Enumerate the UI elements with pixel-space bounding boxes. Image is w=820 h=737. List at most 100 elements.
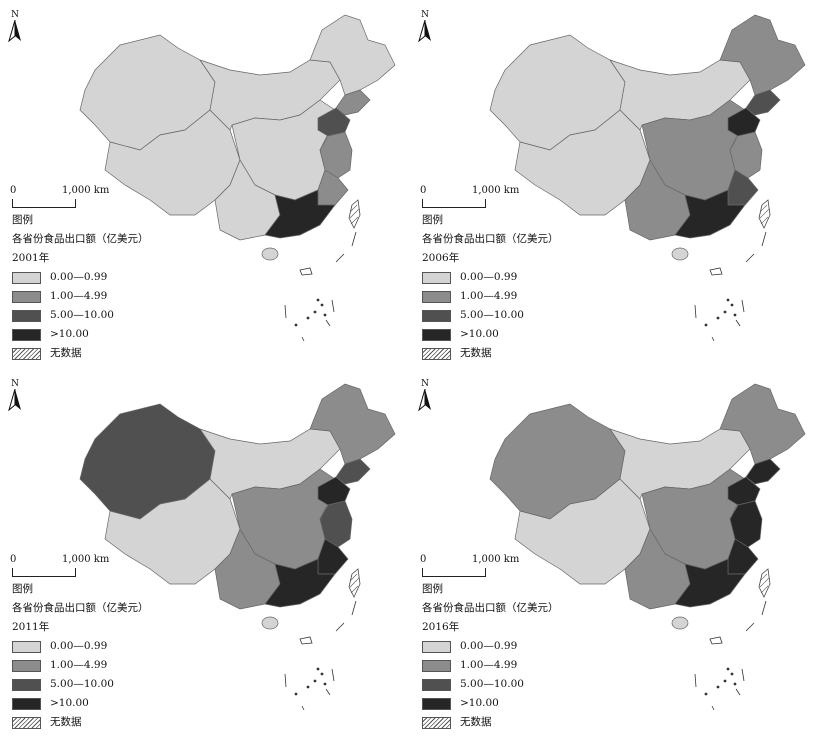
- legend-subtitle: 各省份食品出口额（亿美元）: [422, 602, 559, 614]
- china-map: [79, 383, 396, 711]
- china-map: [79, 14, 396, 342]
- north-arrow: N: [418, 379, 432, 414]
- legend-row: 0.00—0.99: [12, 271, 149, 284]
- scale-zero: 0: [10, 554, 17, 565]
- region-guangdong: [674, 558, 746, 608]
- legend-row: 1.00—4.99: [12, 290, 149, 303]
- region-hainan: [261, 616, 279, 630]
- region-liaoning: [335, 89, 371, 116]
- legend-row: 1.00—4.99: [422, 659, 559, 672]
- north-label: N: [421, 379, 429, 389]
- region-guangdong: [264, 558, 336, 608]
- north-arrow: N: [8, 10, 22, 45]
- legend-swatch: [12, 659, 41, 672]
- south-sea-islands: [694, 600, 767, 711]
- legend-swatch: [12, 290, 41, 303]
- china-map: [489, 14, 806, 342]
- scale-distance: 1,000 km: [472, 554, 520, 565]
- north-arrow-icon: [8, 388, 21, 412]
- legend-year: 2016年: [422, 621, 460, 633]
- legend-swatch: [12, 271, 41, 284]
- region-liaoning: [335, 458, 371, 485]
- region-liaoning: [745, 89, 781, 116]
- legend-swatch: [422, 309, 451, 322]
- legend-swatch: [12, 697, 41, 710]
- legend-title: 图例: [422, 214, 443, 226]
- legend-subtitle: 各省份食品出口额（亿美元）: [12, 602, 149, 614]
- legend-year: 2011年: [12, 621, 50, 633]
- legend-title: 图例: [12, 583, 33, 595]
- legend-swatch: [12, 640, 41, 653]
- north-arrow-icon: [418, 388, 431, 412]
- north-arrow: N: [8, 379, 22, 414]
- legend-row: 5.00—10.00: [12, 678, 149, 691]
- region-jiangsu: [729, 131, 763, 179]
- china-map: [489, 383, 806, 711]
- region-hainan: [261, 247, 279, 261]
- map-panel-3: N 0 1,000 km 图例 各省份食品出口额（亿美元） 2011年 0.00…: [0, 369, 410, 737]
- legend-swatch: [12, 328, 41, 341]
- region-northeast: [309, 14, 396, 96]
- map-panel-2: N 0 1,000 km 图例 各省份食品出口额（亿美元） 2006年 0.00…: [410, 0, 820, 368]
- legend-row: >10.00: [12, 328, 149, 341]
- south-sea-islands: [694, 231, 767, 342]
- legend-title: 图例: [12, 214, 33, 226]
- region-taiwan: [348, 568, 361, 598]
- legend-row: 1.00—4.99: [422, 290, 559, 303]
- taiwan-hatch: [349, 573, 360, 594]
- scale-distance: 1,000 km: [472, 185, 520, 196]
- region-guangdong: [674, 189, 746, 239]
- region-guangdong: [264, 189, 336, 239]
- legend: 图例 各省份食品出口额（亿美元） 2001年 0.00—0.99 1.00—4.…: [12, 214, 149, 366]
- legend-row: 无数据: [422, 716, 559, 729]
- taiwan-hatch: [759, 573, 770, 594]
- legend-swatch: [12, 678, 41, 691]
- legend-row: 5.00—10.00: [422, 678, 559, 691]
- legend-swatch: [422, 290, 451, 303]
- scale-zero: 0: [10, 185, 17, 196]
- scale-zero: 0: [420, 185, 427, 196]
- north-label: N: [421, 10, 429, 20]
- legend-year: 2006年: [422, 252, 460, 264]
- legend: 图例 各省份食品出口额（亿美元） 2011年 0.00—0.99 1.00—4.…: [12, 583, 149, 735]
- legend-swatch-nodata: [422, 347, 451, 360]
- scale-bar: 0 1,000 km: [10, 554, 109, 577]
- north-arrow-icon: [8, 19, 21, 43]
- scale-distance: 1,000 km: [62, 554, 110, 565]
- legend-row: 0.00—0.99: [422, 271, 559, 284]
- map-panel-4: N 0 1,000 km 图例 各省份食品出口额（亿美元） 2016年 0.00…: [410, 369, 820, 737]
- legend: 图例 各省份食品出口额（亿美元） 2016年 0.00—0.99 1.00—4.…: [422, 583, 559, 735]
- region-hainan: [671, 247, 689, 261]
- taiwan-hatch: [349, 204, 360, 225]
- scale-bar: 0 1,000 km: [10, 185, 109, 208]
- legend-row: >10.00: [422, 697, 559, 710]
- region-liaoning: [745, 458, 781, 485]
- legend-swatch: [12, 309, 41, 322]
- legend-swatch-nodata: [12, 716, 41, 729]
- region-jiangsu: [319, 500, 353, 548]
- scale-bar: 0 1,000 km: [420, 554, 519, 577]
- legend-subtitle: 各省份食品出口额（亿美元）: [422, 233, 559, 245]
- legend-swatch: [422, 697, 451, 710]
- legend-row: 0.00—0.99: [422, 640, 559, 653]
- scale-distance: 1,000 km: [62, 185, 110, 196]
- legend-swatch: [422, 328, 451, 341]
- legend-subtitle: 各省份食品出口额（亿美元）: [12, 233, 149, 245]
- legend-swatch: [422, 678, 451, 691]
- legend-swatch: [422, 640, 451, 653]
- south-sea-islands: [284, 231, 357, 342]
- legend-swatch: [422, 271, 451, 284]
- region-taiwan: [758, 568, 771, 598]
- legend-swatch-nodata: [422, 716, 451, 729]
- legend-row: 0.00—0.99: [12, 640, 149, 653]
- north-label: N: [11, 379, 19, 389]
- north-arrow: N: [418, 10, 432, 45]
- scale-bar: 0 1,000 km: [420, 185, 519, 208]
- legend-title: 图例: [422, 583, 443, 595]
- region-hainan: [671, 616, 689, 630]
- region-taiwan: [758, 199, 771, 229]
- scale-zero: 0: [420, 554, 427, 565]
- legend-row: >10.00: [422, 328, 559, 341]
- legend-year: 2001年: [12, 252, 50, 264]
- region-northeast: [719, 383, 806, 465]
